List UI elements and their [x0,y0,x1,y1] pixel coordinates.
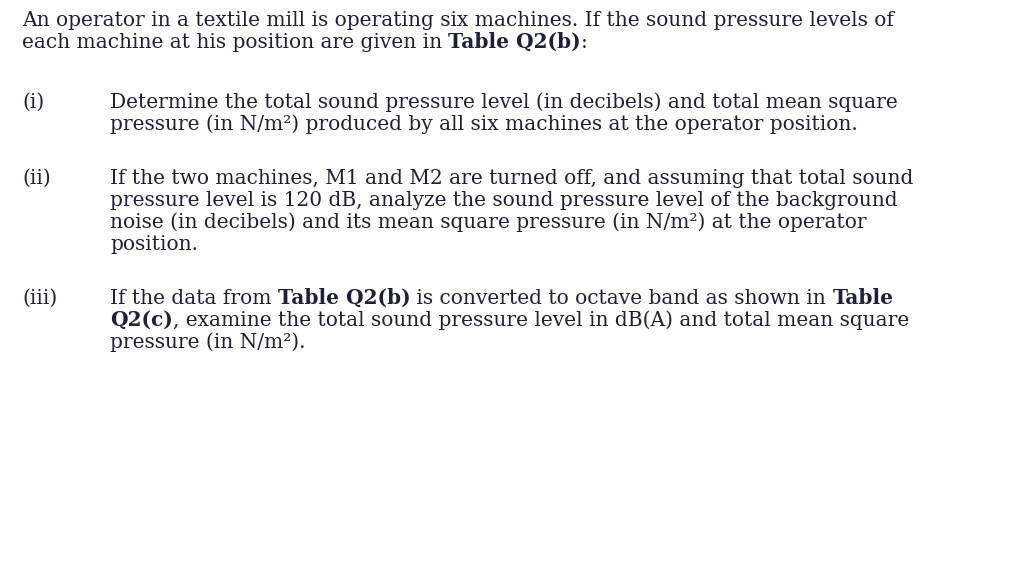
Text: (ii): (ii) [22,169,51,188]
Text: , examine the total sound pressure level in dB(A) and total mean square: , examine the total sound pressure level… [172,311,908,330]
Text: Table Q2(b): Table Q2(b) [448,32,581,52]
Text: If the two machines, M1 and M2 are turned off, and assuming that total sound: If the two machines, M1 and M2 are turne… [110,169,912,188]
Text: :: : [581,33,587,52]
Text: position.: position. [110,235,198,254]
Text: Table Q2(b): Table Q2(b) [277,288,410,308]
Text: Q2(c): Q2(c) [110,310,172,330]
Text: pressure level is 120 dB, analyze the sound pressure level of the background: pressure level is 120 dB, analyze the so… [110,191,897,210]
Text: Table: Table [832,288,893,308]
Text: noise (in decibels) and its mean square pressure (in N/m²) at the operator: noise (in decibels) and its mean square … [110,212,866,232]
Text: pressure (in N/m²) produced by all six machines at the operator position.: pressure (in N/m²) produced by all six m… [110,114,857,134]
Text: If the data from: If the data from [110,289,277,308]
Text: (iii): (iii) [22,289,57,308]
Text: (i): (i) [22,93,44,112]
Text: is converted to octave band as shown in: is converted to octave band as shown in [410,289,832,308]
Text: each machine at his position are given in: each machine at his position are given i… [22,33,448,52]
Text: Determine the total sound pressure level (in decibels) and total mean square: Determine the total sound pressure level… [110,93,897,112]
Text: pressure (in N/m²).: pressure (in N/m²). [110,332,306,352]
Text: An operator in a textile mill is operating six machines. If the sound pressure l: An operator in a textile mill is operati… [22,11,893,30]
